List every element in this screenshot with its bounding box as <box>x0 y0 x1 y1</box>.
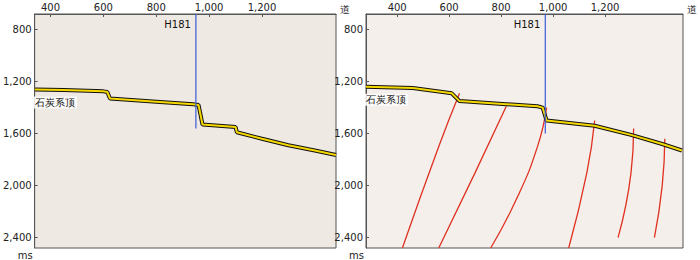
svg-text:2,000: 2,000 <box>334 180 363 191</box>
svg-text:1,000: 1,000 <box>195 2 224 13</box>
svg-text:道: 道 <box>340 4 350 15</box>
svg-text:H181: H181 <box>164 19 191 30</box>
svg-text:800: 800 <box>147 2 166 13</box>
svg-text:1,000: 1,000 <box>539 2 568 13</box>
svg-text:1,200: 1,200 <box>591 2 620 13</box>
svg-text:1,200: 1,200 <box>334 76 363 87</box>
svg-text:H181: H181 <box>514 19 541 30</box>
svg-text:600: 600 <box>94 2 113 13</box>
svg-text:400: 400 <box>41 2 60 13</box>
svg-text:石炭系顶: 石炭系顶 <box>366 94 406 105</box>
svg-text:400: 400 <box>388 2 407 13</box>
svg-text:1,200: 1,200 <box>3 76 32 87</box>
svg-text:1,200: 1,200 <box>248 2 277 13</box>
svg-text:1,600: 1,600 <box>334 128 363 139</box>
svg-text:石炭系顶: 石炭系顶 <box>35 97 75 108</box>
svg-text:2,400: 2,400 <box>334 232 363 243</box>
svg-text:800: 800 <box>13 24 32 35</box>
svg-text:2,000: 2,000 <box>3 180 32 191</box>
svg-text:2,400: 2,400 <box>3 232 32 243</box>
svg-text:道: 道 <box>687 4 697 15</box>
svg-text:1,600: 1,600 <box>3 128 32 139</box>
svg-text:ms: ms <box>18 250 33 260</box>
svg-text:800: 800 <box>344 24 363 35</box>
svg-text:600: 600 <box>440 2 459 13</box>
svg-text:ms: ms <box>349 250 364 260</box>
svg-text:800: 800 <box>492 2 511 13</box>
